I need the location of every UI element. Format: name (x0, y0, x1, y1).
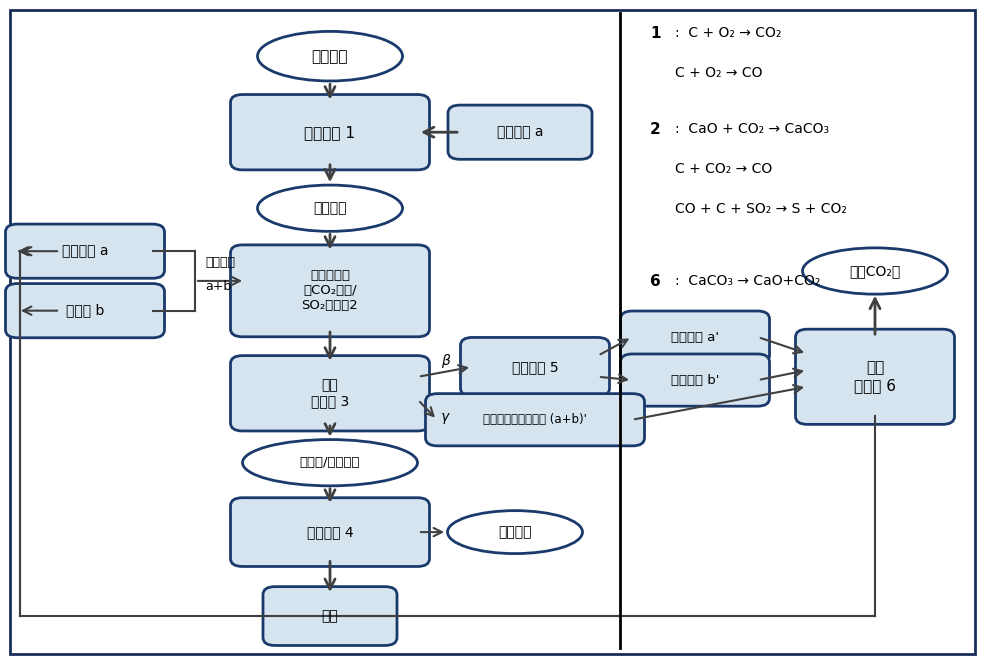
Text: :  CaCO₃ → CaO+CO₂: : CaCO₃ → CaO+CO₂ (675, 274, 820, 288)
Text: :  C + O₂ → CO₂: : C + O₂ → CO₂ (675, 26, 781, 40)
Text: 氧化钙 b: 氧化钙 b (66, 303, 104, 318)
Text: C + O₂ → CO: C + O₂ → CO (675, 66, 763, 80)
Text: 高纯CO₂气: 高纯CO₂气 (849, 264, 901, 278)
FancyBboxPatch shape (796, 329, 954, 424)
Text: 6: 6 (650, 274, 661, 290)
Text: C + CO₂ → CO: C + CO₂ → CO (675, 162, 772, 176)
Text: 反应后炭 a': 反应后炭 a' (671, 330, 719, 344)
FancyBboxPatch shape (426, 394, 644, 446)
FancyBboxPatch shape (230, 95, 430, 170)
Text: 1: 1 (650, 26, 660, 42)
Text: 混合态反应后钙、炭 (a+b)': 混合态反应后钙、炭 (a+b)' (483, 413, 587, 426)
Text: 炭氧化器 1: 炭氧化器 1 (304, 125, 356, 139)
Ellipse shape (802, 248, 948, 294)
Text: 硫磺: 硫磺 (322, 609, 338, 623)
Ellipse shape (258, 31, 402, 81)
Text: 生物质炭 a: 生物质炭 a (62, 244, 108, 258)
Text: 冷凝装置 4: 冷凝装置 4 (307, 525, 353, 539)
FancyBboxPatch shape (460, 338, 610, 396)
Text: 硫蒸汽/清洁烟气: 硫蒸汽/清洁烟气 (300, 456, 360, 469)
Text: 碳化反应器
（CO₂碳化/
SO₂还原）2: 碳化反应器 （CO₂碳化/ SO₂还原）2 (302, 269, 358, 313)
FancyBboxPatch shape (230, 245, 430, 336)
Ellipse shape (242, 440, 418, 486)
Text: CO + C + SO₂ → S + CO₂: CO + C + SO₂ → S + CO₂ (675, 202, 847, 215)
Text: 2: 2 (650, 122, 661, 137)
FancyBboxPatch shape (6, 224, 164, 278)
Text: β: β (441, 354, 449, 368)
Text: 混合进料: 混合进料 (205, 256, 235, 269)
Text: :  CaO + CO₂ → CaCO₃: : CaO + CO₂ → CaCO₃ (675, 122, 829, 136)
Text: 反应后钙 b': 反应后钙 b' (671, 373, 719, 387)
Text: a+b: a+b (205, 280, 231, 293)
FancyBboxPatch shape (230, 498, 430, 566)
FancyBboxPatch shape (263, 587, 397, 645)
Text: 煅烧
反应器 6: 煅烧 反应器 6 (854, 360, 896, 393)
Text: 旋风
分离器 3: 旋风 分离器 3 (311, 378, 349, 408)
Text: 燃煤烟气: 燃煤烟气 (312, 49, 348, 63)
Ellipse shape (448, 510, 582, 554)
FancyBboxPatch shape (620, 311, 770, 364)
Text: 生物质炭 a: 生物质炭 a (497, 125, 543, 139)
FancyBboxPatch shape (230, 356, 430, 431)
Text: 清洁烟气: 清洁烟气 (498, 525, 532, 539)
Ellipse shape (258, 185, 402, 231)
FancyBboxPatch shape (448, 105, 592, 159)
FancyBboxPatch shape (6, 284, 164, 338)
Text: 分离装置 5: 分离装置 5 (512, 360, 558, 374)
Text: 无氧烟气: 无氧烟气 (313, 201, 347, 215)
Text: γ: γ (441, 410, 449, 424)
FancyBboxPatch shape (620, 354, 770, 406)
